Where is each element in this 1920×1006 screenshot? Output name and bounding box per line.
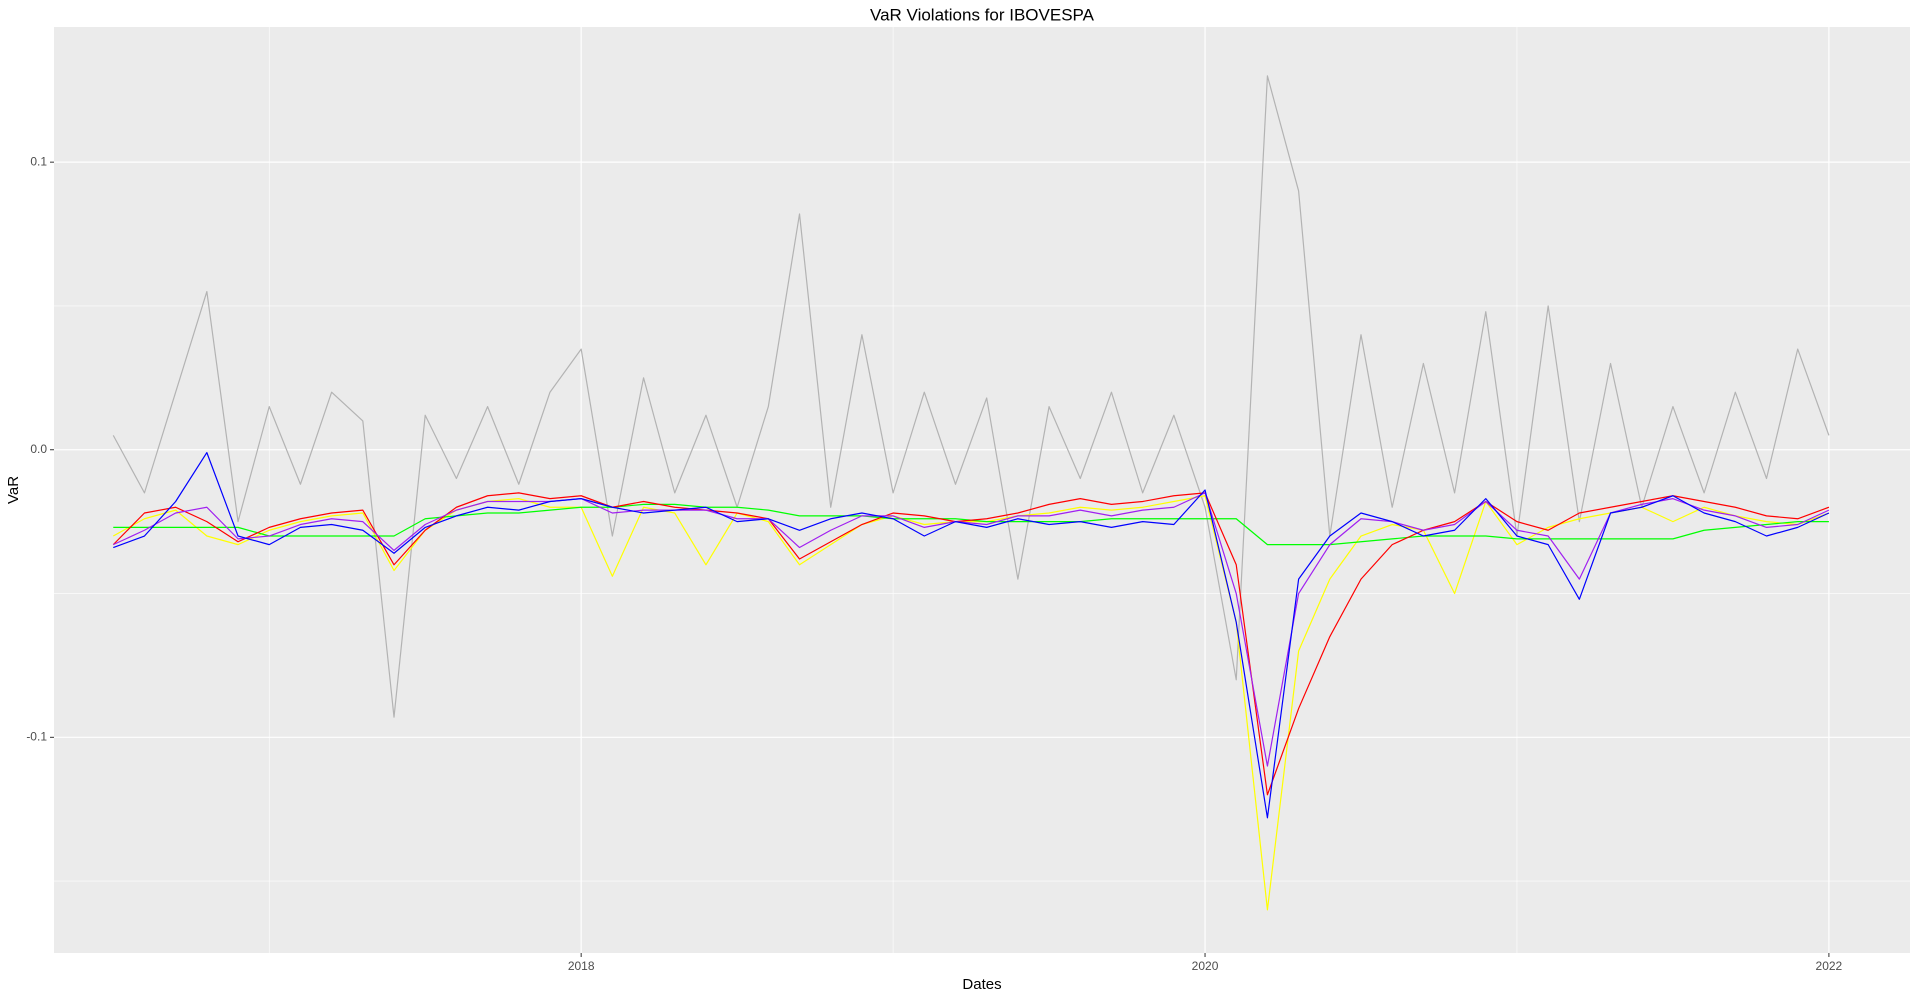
series-line [112, 495, 1830, 911]
x-tick-label: 2022 [1816, 959, 1843, 973]
y-tick-label: -0.1 [26, 729, 47, 743]
series-line [112, 75, 1830, 718]
x-axis-label: Dates [962, 976, 1001, 993]
y-axis-label: VaR [5, 476, 22, 504]
chart-title: VaR Violations for IBOVESPA [870, 5, 1095, 24]
y-tick-label: 0.1 [30, 154, 47, 168]
y-tick-label: 0.0 [30, 442, 47, 456]
lines [112, 75, 1830, 911]
series-line [112, 492, 1830, 796]
grid [54, 27, 1910, 953]
series-line [113, 452, 1830, 819]
series-line [113, 492, 1830, 767]
x-tick-label: 2018 [568, 959, 595, 973]
panel [54, 27, 1910, 953]
x-tick-label: 2020 [1192, 959, 1219, 973]
